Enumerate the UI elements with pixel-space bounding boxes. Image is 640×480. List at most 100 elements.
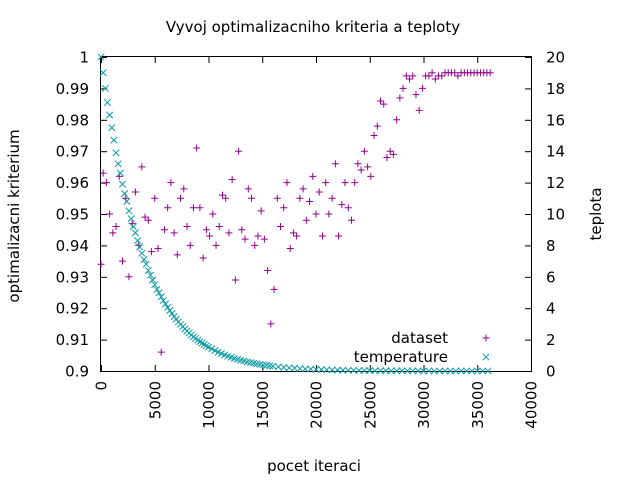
point-temperature <box>199 340 205 346</box>
point-temperature <box>415 368 421 374</box>
point-dataset <box>329 195 336 202</box>
point-dataset <box>319 232 326 239</box>
x-axis-label: pocet iteraci <box>267 457 361 475</box>
point-dataset <box>242 236 249 243</box>
point-temperature <box>130 223 136 229</box>
point-dataset <box>271 286 278 293</box>
point-temperature <box>350 367 356 373</box>
point-temperature <box>377 367 383 373</box>
point-dataset <box>203 226 210 233</box>
point-temperature <box>383 367 389 373</box>
y2-tick-label: 18 <box>546 80 565 98</box>
point-temperature <box>399 368 405 374</box>
point-dataset <box>342 179 349 186</box>
point-dataset <box>206 232 213 239</box>
x-tick-label: 15000 <box>254 381 272 429</box>
point-dataset <box>98 261 105 268</box>
point-temperature <box>162 301 168 307</box>
point-dataset <box>184 223 191 230</box>
point-temperature <box>372 367 378 373</box>
point-dataset <box>354 160 361 167</box>
point-dataset <box>409 72 416 79</box>
point-temperature <box>340 367 346 373</box>
point-dataset <box>258 207 265 214</box>
point-temperature <box>139 250 145 256</box>
point-dataset <box>325 211 332 218</box>
point-dataset <box>164 204 171 211</box>
y-tick-label: 0.99 <box>56 80 89 98</box>
point-temperature <box>164 304 170 310</box>
point-dataset <box>174 251 181 258</box>
point-temperature <box>115 161 121 167</box>
point-dataset <box>338 201 345 208</box>
point-temperature <box>117 170 123 176</box>
legend-label-temperature: temperature <box>354 348 448 366</box>
point-dataset <box>387 148 394 155</box>
point-dataset <box>293 232 300 239</box>
point-dataset <box>142 214 149 221</box>
point-dataset <box>280 204 287 211</box>
legend-label-dataset: dataset <box>391 329 448 347</box>
point-dataset <box>332 160 339 167</box>
point-temperature <box>124 198 130 204</box>
point-dataset <box>400 85 407 92</box>
y-tick-label: 0.98 <box>56 111 89 129</box>
point-dataset <box>374 123 381 130</box>
point-dataset <box>248 195 255 202</box>
point-dataset <box>225 229 232 236</box>
point-dataset <box>171 229 178 236</box>
point-dataset <box>438 72 445 79</box>
point-dataset <box>216 223 223 230</box>
point-dataset <box>232 276 239 283</box>
y2-tick-label: 4 <box>546 300 556 318</box>
point-dataset <box>274 195 281 202</box>
point-dataset <box>487 69 494 76</box>
point-temperature <box>345 367 351 373</box>
point-temperature <box>356 367 362 373</box>
point-dataset <box>177 195 184 202</box>
point-dataset <box>245 185 252 192</box>
point-dataset <box>109 229 116 236</box>
point-temperature <box>111 137 117 143</box>
point-dataset <box>196 204 203 211</box>
y2-tick-label: 10 <box>546 206 565 224</box>
point-dataset <box>125 273 132 280</box>
y2-tick-label: 20 <box>546 49 565 67</box>
point-temperature <box>137 244 143 250</box>
y-tick-label: 0.94 <box>56 237 89 255</box>
y2-tick-label: 12 <box>546 174 565 192</box>
point-dataset <box>167 179 174 186</box>
point-dataset <box>345 204 352 211</box>
y2-tick-label: 6 <box>546 268 556 286</box>
point-dataset <box>254 232 261 239</box>
x-tick-label: 5000 <box>146 381 164 419</box>
point-dataset <box>261 236 268 243</box>
y-axis-label: optimalizacni kriterium <box>5 129 23 302</box>
point-dataset <box>367 173 374 180</box>
point-dataset <box>300 185 307 192</box>
point-dataset <box>290 229 297 236</box>
legend-marker-temperature <box>483 354 489 360</box>
point-temperature <box>132 230 138 236</box>
y2-tick-label: 8 <box>546 237 556 255</box>
point-dataset <box>190 204 197 211</box>
point-temperature <box>393 368 399 374</box>
point-dataset <box>193 145 200 152</box>
point-dataset <box>267 320 274 327</box>
point-dataset <box>383 154 390 161</box>
point-dataset <box>222 195 229 202</box>
point-dataset <box>238 226 245 233</box>
y2-tick-label: 2 <box>546 331 556 349</box>
point-temperature <box>109 124 115 130</box>
point-dataset <box>106 211 113 218</box>
point-dataset <box>200 254 207 261</box>
legend-sample-temperature <box>483 354 489 360</box>
point-dataset <box>380 101 387 108</box>
point-dataset <box>429 69 436 76</box>
point-dataset <box>306 198 313 205</box>
point-dataset <box>187 242 194 249</box>
point-dataset <box>335 232 342 239</box>
x-tick-label: 35000 <box>469 381 487 429</box>
point-dataset <box>316 189 323 196</box>
